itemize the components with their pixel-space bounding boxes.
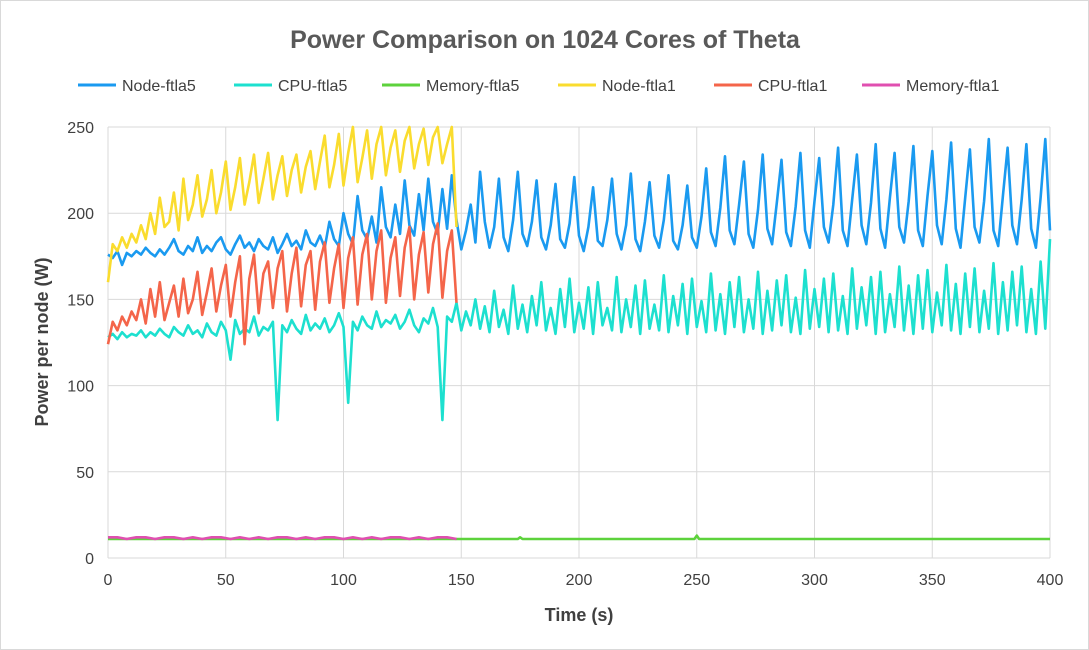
x-tick-label: 400 bbox=[1037, 572, 1064, 589]
series-line-node-ftla1 bbox=[106, 125, 458, 283]
x-tick-label: 250 bbox=[683, 572, 710, 589]
legend-label: Memory-ftla1 bbox=[906, 78, 999, 95]
x-tick-label: 350 bbox=[919, 572, 946, 589]
legend-label: Node-ftla5 bbox=[122, 78, 196, 95]
chart-title: Power Comparison on 1024 Cores of Theta bbox=[290, 26, 801, 54]
legend: Node-ftla5 CPU-ftla5 Memory-ftla5 Node-ftla… bbox=[78, 78, 999, 95]
legend-label: Node-ftla1 bbox=[602, 78, 676, 95]
x-tick-label: 150 bbox=[448, 572, 475, 589]
series-line-node-ftla5 bbox=[107, 137, 1052, 267]
y-tick-label: 250 bbox=[67, 120, 94, 137]
grid bbox=[107, 126, 1051, 559]
y-axis-title: Power per node (W) bbox=[32, 257, 52, 426]
legend-item-node-ftla5[interactable]: Node-ftla5 bbox=[78, 78, 196, 95]
x-tick-label: 0 bbox=[104, 572, 113, 589]
tick-labels: 0 50 100 150 200 250 0 50 100 150 200 250 300 350 400 bbox=[67, 120, 1063, 589]
y-tick-label: 150 bbox=[67, 292, 94, 309]
y-tick-label: 0 bbox=[85, 551, 94, 568]
x-tick-label: 200 bbox=[566, 572, 593, 589]
x-tick-label: 50 bbox=[217, 572, 235, 589]
legend-item-memory-ftla5[interactable]: Memory-ftla5 bbox=[382, 78, 519, 95]
legend-item-cpu-ftla5[interactable]: CPU-ftla5 bbox=[234, 78, 347, 95]
series-line-memory-ftla1 bbox=[108, 535, 457, 541]
legend-item-node-ftla1[interactable]: Node-ftla1 bbox=[558, 78, 676, 95]
y-tick-label: 50 bbox=[76, 465, 94, 482]
x-axis-title: Time (s) bbox=[545, 605, 614, 625]
legend-label: CPU-ftla1 bbox=[758, 78, 827, 95]
y-tick-label: 200 bbox=[67, 206, 94, 223]
y-tick-label: 100 bbox=[67, 379, 94, 396]
x-tick-label: 300 bbox=[801, 572, 828, 589]
series-line-cpu-ftla1 bbox=[106, 222, 458, 346]
x-tick-label: 100 bbox=[330, 572, 357, 589]
legend-item-memory-ftla1[interactable]: Memory-ftla1 bbox=[862, 78, 999, 95]
legend-label: CPU-ftla5 bbox=[278, 78, 347, 95]
series-line-cpu-ftla5 bbox=[107, 239, 1052, 422]
series-layer bbox=[106, 125, 1052, 541]
legend-label: Memory-ftla5 bbox=[426, 78, 519, 95]
legend-item-cpu-ftla1[interactable]: CPU-ftla1 bbox=[714, 78, 827, 95]
